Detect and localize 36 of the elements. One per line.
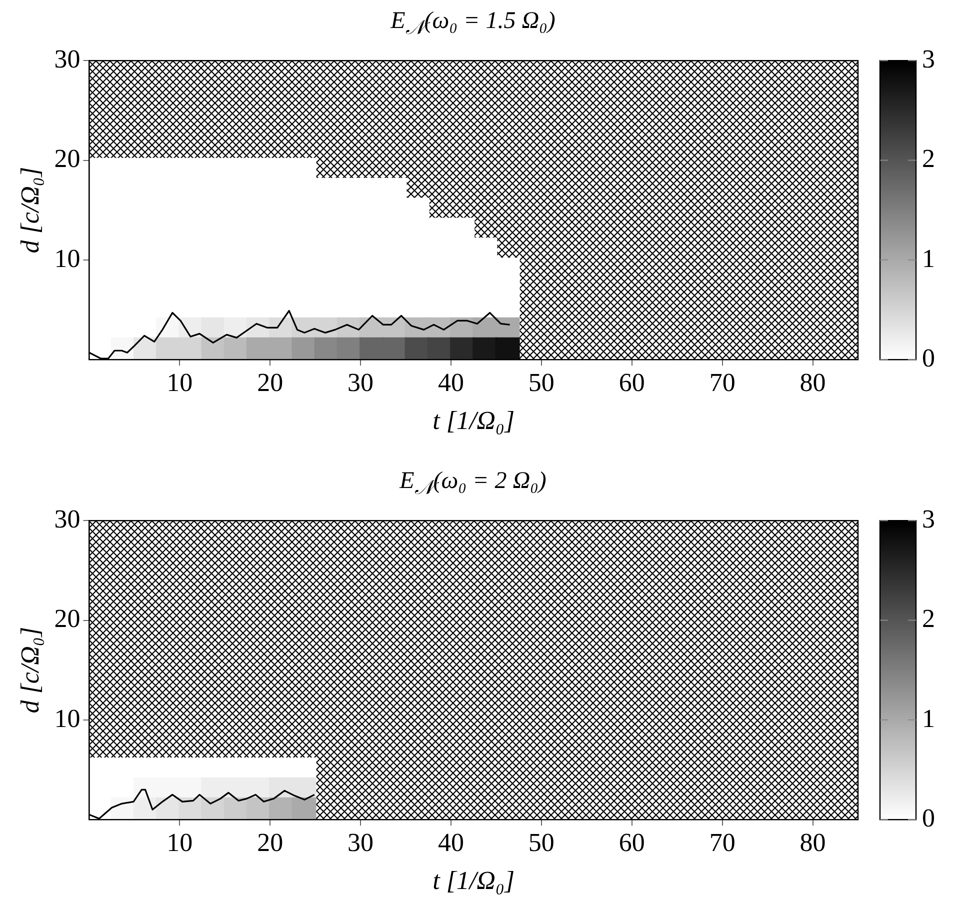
x-tick-label: 20	[257, 368, 284, 398]
x-tick-label: 30	[348, 828, 374, 858]
x-tick-label: 80	[800, 368, 826, 398]
color-bar-label: 1	[922, 704, 935, 733]
y-tick-label: 10	[54, 704, 80, 733]
x-tick-label: 10	[166, 368, 193, 398]
x-tick-label: 80	[800, 828, 826, 858]
chart-title: E$_{𝒩}$(ω₀ = 2 Ω₀)	[398, 468, 548, 501]
x-tick-label: 50	[528, 828, 554, 858]
color-bar-label: 2	[922, 604, 935, 634]
color-bar-label: 2	[922, 144, 935, 174]
y-axis-title: d [c/Ω₀]	[15, 166, 44, 254]
x-tick-label: 60	[618, 368, 645, 398]
x-tick-label: 60	[618, 828, 645, 858]
x-tick-label: 70	[709, 828, 736, 858]
x-tick-label: 10	[166, 828, 193, 858]
x-tick-label: 70	[709, 368, 736, 398]
color-bar-label: 1	[922, 244, 935, 273]
x-tick-label: 20	[257, 828, 284, 858]
chart-title: E$_{𝒩}$(ω₀ = 1.5 Ω₀)	[389, 8, 556, 41]
y-tick-label: 20	[54, 604, 80, 634]
x-tick-label: 30	[348, 368, 374, 398]
x-axis-title: t [1/Ω₀]	[432, 406, 515, 436]
color-bar-label: 0	[922, 803, 935, 832]
x-tick-label: 40	[438, 368, 464, 398]
y-tick-label: 10	[54, 244, 80, 273]
x-tick-label: 50	[528, 368, 554, 398]
y-tick-label: 30	[54, 504, 80, 534]
x-tick-label: 40	[438, 828, 464, 858]
y-tick-label: 20	[54, 144, 80, 174]
x-axis-title: t [1/Ω₀]	[432, 866, 515, 896]
y-tick-label: 30	[54, 44, 80, 74]
color-bar-label: 3	[922, 44, 935, 74]
color-bar-label: 3	[922, 504, 935, 534]
y-axis-title: d [c/Ω₀]	[15, 626, 44, 714]
color-bar-label: 0	[922, 343, 935, 372]
